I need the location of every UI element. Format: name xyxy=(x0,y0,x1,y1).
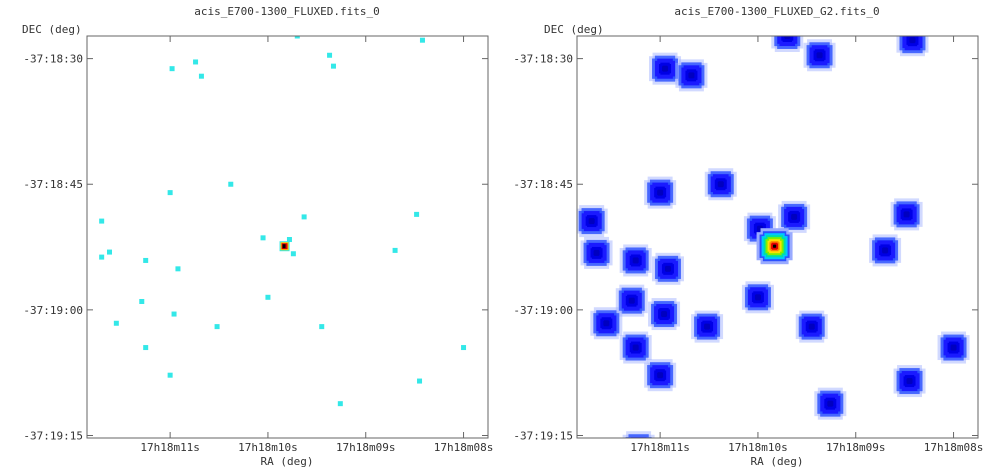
y-tick-label: -37:19:00 xyxy=(513,304,573,317)
data-pixel xyxy=(260,235,266,241)
x-tick-label: 17h18m11s xyxy=(140,441,200,454)
y-axis-label-left: DEC (deg) xyxy=(22,23,82,36)
source-blob xyxy=(648,298,681,331)
data-pixel xyxy=(139,298,145,304)
data-pixel xyxy=(99,254,105,260)
data-pixel xyxy=(319,324,325,330)
source-blob xyxy=(580,236,613,269)
source-blob xyxy=(675,59,708,92)
y-tick-label: -37:18:30 xyxy=(513,53,573,66)
ticks-right: -37:18:30 -37:18:45 -37:19:00 -37:19:15 17h1… xyxy=(513,36,983,454)
source-blob xyxy=(778,200,811,233)
y-axis-label-right: DEC (deg) xyxy=(544,23,604,36)
data-pixel xyxy=(414,211,420,217)
x-axis-label-left: RA (deg) xyxy=(261,455,314,468)
data-pixel xyxy=(392,247,398,253)
data-pixel xyxy=(106,249,112,255)
source-blob xyxy=(937,331,970,364)
data-pixel xyxy=(143,345,149,351)
data-pixel xyxy=(99,218,105,224)
x-tick-label: 17h18m09s xyxy=(336,441,396,454)
plot-area-left[interactable] xyxy=(87,36,488,438)
data-pixel xyxy=(417,378,423,384)
data-pixel xyxy=(461,345,467,351)
x-tick-label: 17h18m08s xyxy=(924,441,984,454)
source-blob xyxy=(795,310,828,343)
data-pixel xyxy=(290,251,296,257)
source-blob xyxy=(803,39,836,72)
data-pixel xyxy=(167,190,173,196)
x-axis-label-right: RA (deg) xyxy=(751,455,804,468)
data-pixel xyxy=(337,401,343,407)
data-pixel xyxy=(169,66,175,72)
y-tick-label: -37:18:45 xyxy=(513,178,573,191)
source-blob xyxy=(691,310,724,343)
chart-title-right: acis_E700-1300_FLUXED_G2.fits_0 xyxy=(674,5,879,18)
source-blob xyxy=(649,52,682,85)
y-tick-label: -37:19:15 xyxy=(23,429,83,442)
data-pixel xyxy=(327,52,333,58)
data-pixel xyxy=(193,59,199,65)
source-blob xyxy=(893,365,926,398)
data-pixel xyxy=(330,63,336,69)
source-blob xyxy=(704,168,737,201)
x-tick-label: 17h18m08s xyxy=(434,441,494,454)
source-blob xyxy=(590,307,623,340)
plot-frame-left xyxy=(86,35,489,439)
source-blob xyxy=(869,234,902,267)
data-pixel xyxy=(171,311,177,317)
y-tick-label: -37:18:45 xyxy=(23,178,83,191)
x-tick-label: 17h18m09s xyxy=(826,441,886,454)
data-pixel xyxy=(286,237,292,243)
data-pixel xyxy=(419,37,425,43)
source-blob xyxy=(615,284,648,317)
source-blob xyxy=(890,198,923,231)
marks-left xyxy=(99,36,467,407)
y-tick-label: -37:18:30 xyxy=(23,53,83,66)
data-pixel xyxy=(214,324,220,330)
data-pixel xyxy=(113,320,119,326)
source-blob xyxy=(644,359,677,392)
data-pixel xyxy=(167,372,173,378)
data-pixel xyxy=(294,36,300,39)
y-tick-label: -37:19:00 xyxy=(23,304,83,317)
bright-source xyxy=(756,228,793,265)
data-pixel xyxy=(265,294,271,300)
source-blob xyxy=(814,387,847,420)
x-tick-label: 17h18m11s xyxy=(630,441,690,454)
data-pixel xyxy=(198,73,204,79)
bright-source xyxy=(279,241,290,252)
source-blob xyxy=(577,205,608,238)
panel-right: acis_E700-1300_FLUXED_G2.fits_0 DEC (deg… xyxy=(513,5,983,468)
data-pixel xyxy=(228,181,234,187)
source-blob xyxy=(771,36,804,52)
x-tick-label: 17h18m10s xyxy=(238,441,298,454)
data-pixel xyxy=(143,257,149,263)
x-tick-label: 17h18m10s xyxy=(728,441,788,454)
y-tick-label: -37:19:15 xyxy=(513,429,573,442)
source-blob xyxy=(619,244,652,277)
ticks-left: -37:18:30 -37:18:45 -37:19:00 -37:19:15 17h1… xyxy=(23,36,493,454)
data-pixel xyxy=(301,214,307,220)
data-pixel xyxy=(175,266,181,272)
source-blob xyxy=(619,331,652,364)
plot-frame-right xyxy=(576,35,979,439)
panel-left: acis_E700-1300_FLUXED.fits_0 DEC (deg) R… xyxy=(22,5,493,468)
source-blob xyxy=(896,36,929,57)
source-blob xyxy=(651,252,684,285)
chart-title-left: acis_E700-1300_FLUXED.fits_0 xyxy=(194,5,379,18)
source-blob xyxy=(644,176,677,209)
source-blob xyxy=(741,281,774,314)
marks-right xyxy=(577,36,970,438)
